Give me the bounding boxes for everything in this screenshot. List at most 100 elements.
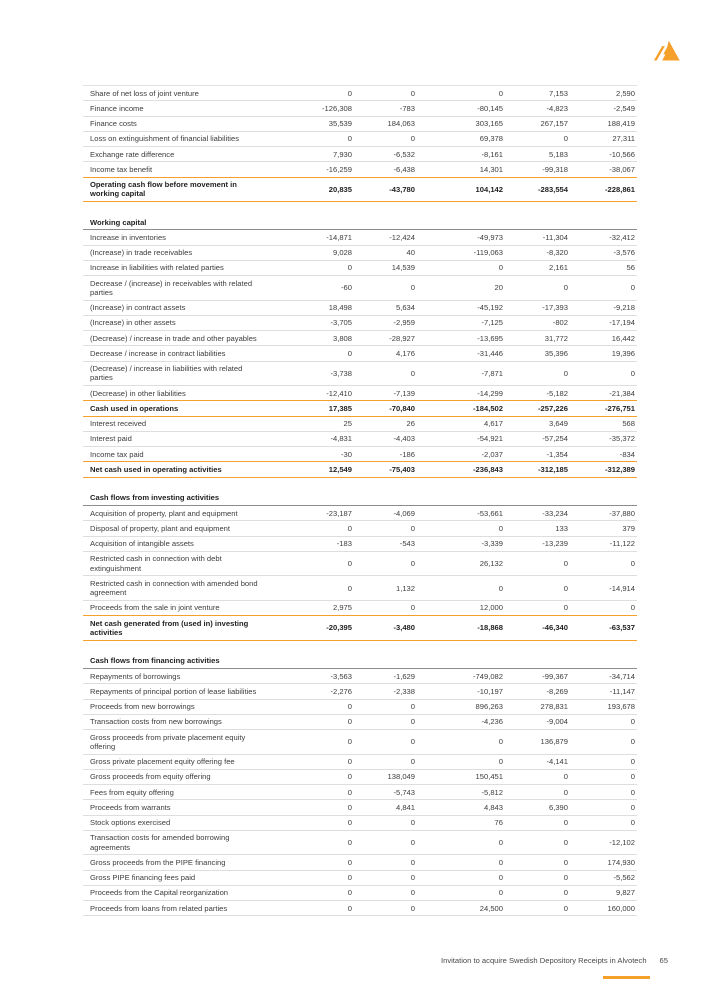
cell-value: 174,930 (607, 857, 635, 867)
table-row: Acquisition of intangible assets -183 -543… (83, 537, 637, 552)
cell-value: 0 (630, 603, 635, 613)
cell-value: 896,263 (475, 702, 503, 712)
footer-title: Invitation to acquire Swedish Depository… (440, 956, 647, 965)
cell-value: 0 (563, 772, 568, 782)
cell-value: 0 (498, 523, 503, 533)
cell-value: 0 (410, 603, 415, 613)
cell-value: -4,823 (546, 103, 568, 113)
cell-value: 0 (630, 559, 635, 568)
row-label: Interest paid (90, 434, 132, 444)
cell-value: 0 (630, 787, 635, 797)
row-label: Acquisition of property, plant and equip… (90, 508, 238, 518)
table-row: Proceeds from the sale in joint venture 2… (83, 601, 637, 615)
cell-value: -16,259 (326, 164, 352, 174)
table-total-row: Net cash generated from (used in) invest… (83, 615, 637, 641)
cell-value: -5,562 (613, 873, 635, 883)
cell-value: 17,385 (328, 403, 352, 413)
table-row: Interest received 25 26 4,617 3,649 568 (83, 417, 637, 432)
row-label: Decrease / increase in contract liabilit… (90, 348, 226, 358)
row-label: (Increase) in other assets (90, 318, 176, 328)
table-row: Gross PIPE financing fees paid 0 0 0 0 -5,562 (83, 871, 637, 886)
cell-value: -3,576 (613, 248, 635, 258)
cell-value: -99,318 (542, 164, 568, 174)
cell-value: 150,451 (475, 772, 503, 782)
cell-value: 0 (498, 88, 503, 98)
row-label: Gross proceeds from private placement eq… (90, 732, 246, 751)
cell-value: 0 (410, 873, 415, 883)
cell-value: -8,269 (546, 686, 568, 696)
cell-value: 0 (563, 368, 568, 378)
row-label: Income tax benefit (90, 164, 153, 174)
cell-value: -5,812 (481, 787, 503, 797)
cell-value: -543 (399, 539, 415, 549)
row-label: Proceeds from warrants (90, 802, 171, 812)
cell-value: 40 (406, 248, 415, 258)
cell-value: -184,502 (473, 403, 503, 413)
cell-value: 0 (410, 818, 415, 828)
cell-value: 12,549 (328, 464, 352, 474)
cell-value: 267,157 (540, 119, 568, 128)
table-total-row: Operating cash flow before movement in w… (83, 176, 637, 202)
cell-value: -54,921 (477, 434, 503, 444)
cell-value: 0 (498, 873, 503, 883)
cell-value: -7,125 (481, 318, 503, 328)
cell-value: 0 (347, 772, 352, 782)
cell-value: -312,389 (605, 464, 635, 474)
cell-value: -38,067 (609, 164, 635, 174)
cell-value: -236,843 (473, 464, 503, 474)
cell-value: -12,102 (609, 837, 635, 847)
cell-value: -3,480 (393, 623, 415, 633)
cell-value: 0 (410, 88, 415, 98)
table-row: Transaction costs from new borrowings 0 0 -… (83, 715, 637, 731)
cell-value: -834 (619, 449, 635, 459)
cell-value: -21,384 (609, 388, 635, 398)
cell-value: 4,617 (483, 419, 503, 429)
table-row: (Decrease) / increase in liabilities wit… (83, 362, 637, 387)
cell-value: 1,132 (395, 583, 415, 593)
table-row: (Increase) in trade receivables 9,028 40 -1… (83, 246, 637, 261)
cell-value: -14,871 (326, 232, 352, 242)
cell-value: 0 (347, 873, 352, 883)
cell-value: 0 (563, 873, 568, 883)
cell-value: 379 (622, 523, 635, 533)
cell-value: 27,311 (612, 134, 635, 144)
cell-value: 0 (563, 903, 568, 913)
section-header: Cash flows from investing activities (83, 491, 637, 507)
cell-value: -12,424 (389, 232, 415, 242)
cell-value: 56 (626, 263, 635, 273)
cell-value: -2,037 (481, 449, 503, 459)
cell-value: -30 (341, 449, 352, 459)
cell-value: -9,218 (613, 303, 635, 313)
row-label: Cash used in operations (90, 403, 179, 413)
cell-value: -57,254 (542, 434, 568, 444)
cell-value: 0 (347, 348, 352, 358)
cell-value: -257,226 (538, 403, 568, 413)
cell-value: 0 (347, 583, 352, 593)
table-row: Share of net loss of joint venture 0 0 0 7,1… (83, 85, 637, 102)
cell-value: -37,880 (609, 508, 635, 518)
cell-value: 0 (498, 757, 503, 767)
cell-value: 184,063 (387, 119, 415, 128)
cell-value: 16,442 (611, 333, 635, 343)
row-label: Repayments of borrowings (90, 671, 181, 681)
cell-value: 5,183 (548, 149, 568, 159)
cell-value: 14,301 (479, 164, 503, 174)
cell-value: -8,320 (546, 248, 568, 258)
table-row: Gross proceeds from the PIPE financing 0 0… (83, 855, 637, 871)
cell-value: 0 (410, 757, 415, 767)
cell-value: 0 (563, 603, 568, 613)
cell-value: 12,000 (479, 603, 503, 613)
cell-value: -2,338 (393, 686, 415, 696)
cell-value: 0 (563, 134, 568, 144)
cell-value: 0 (498, 737, 503, 747)
cell-value: 2,975 (332, 603, 352, 613)
table-total-row: Net cash used in operating activities 12,… (83, 461, 637, 478)
cell-value: 24,500 (479, 903, 503, 913)
row-label: Repayments of principal portion of lease… (90, 686, 257, 696)
cell-value: 0 (630, 283, 635, 293)
table-row: Increase in inventories -14,871 -12,424 -49… (83, 230, 637, 246)
table-row: Restricted cash in connection with debt … (83, 552, 637, 577)
cell-value: 0 (563, 818, 568, 828)
row-label: Finance costs (90, 119, 137, 128)
row-label: Increase in liabilities with related par… (90, 263, 224, 273)
